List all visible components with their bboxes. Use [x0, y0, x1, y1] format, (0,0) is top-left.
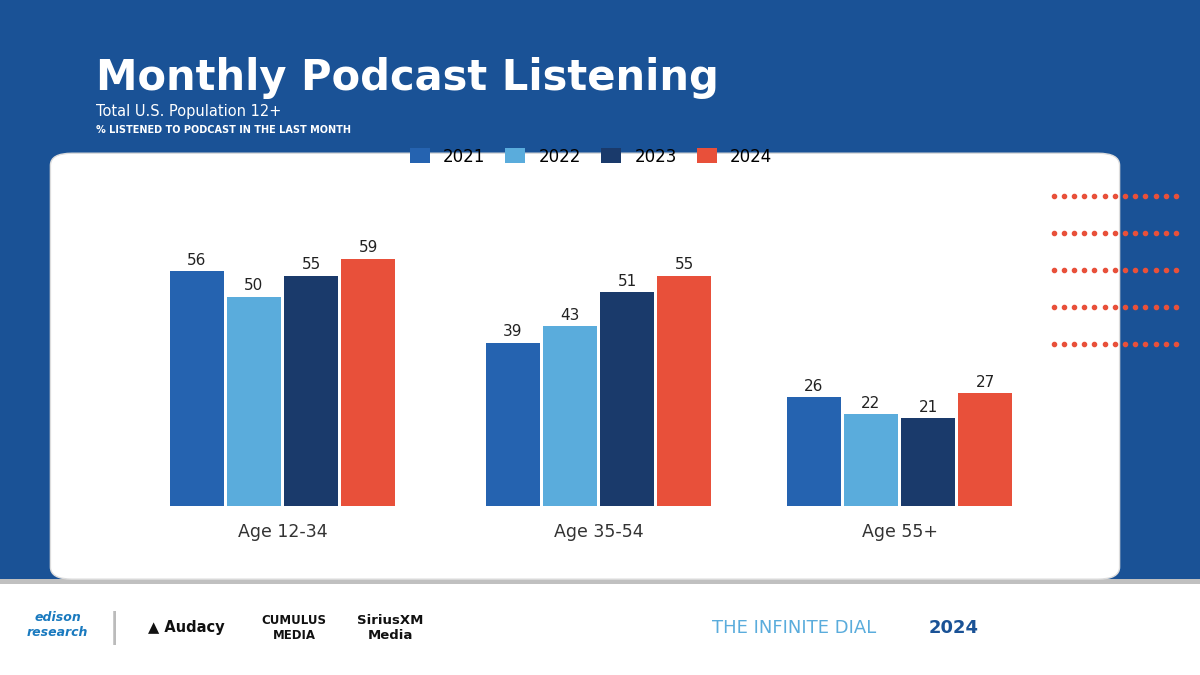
Text: 59: 59	[359, 240, 378, 255]
Text: 50: 50	[245, 278, 264, 293]
FancyBboxPatch shape	[50, 153, 1120, 579]
Text: % LISTENED TO PODCAST IN THE LAST MONTH: % LISTENED TO PODCAST IN THE LAST MONTH	[96, 125, 352, 134]
Bar	[787, 397, 841, 506]
Bar	[600, 292, 654, 506]
Text: edison
research: edison research	[26, 611, 89, 639]
Text: |: |	[108, 611, 120, 645]
Legend: 2021, 2022, 2023, 2024: 2021, 2022, 2023, 2024	[409, 148, 773, 165]
Bar	[542, 326, 598, 506]
Text: ▲ Audacy: ▲ Audacy	[148, 620, 224, 635]
Text: Monthly Podcast Listening: Monthly Podcast Listening	[96, 57, 719, 99]
Text: Total U.S. Population 12+: Total U.S. Population 12+	[96, 104, 281, 119]
Text: 51: 51	[618, 274, 637, 289]
Text: 27: 27	[976, 375, 995, 389]
Bar	[0, 584, 1200, 675]
Bar	[486, 343, 540, 506]
Text: SiriusXM
Media: SiriusXM Media	[356, 614, 424, 642]
Bar	[227, 296, 281, 506]
Bar	[169, 271, 223, 506]
Bar	[284, 275, 338, 506]
Text: 43: 43	[560, 308, 580, 323]
Bar	[844, 414, 898, 506]
Text: 39: 39	[503, 324, 522, 340]
Text: 21: 21	[918, 400, 937, 415]
Text: 56: 56	[187, 253, 206, 268]
Bar	[0, 579, 1200, 584]
Text: THE INFINITE DIAL: THE INFINITE DIAL	[712, 618, 882, 637]
Bar	[341, 259, 395, 506]
Text: 22: 22	[862, 396, 881, 410]
Bar	[901, 418, 955, 506]
Bar	[959, 393, 1013, 506]
Text: 26: 26	[804, 379, 823, 394]
Text: 55: 55	[301, 257, 320, 272]
Text: 2024: 2024	[929, 618, 979, 637]
Text: CUMULUS
MEDIA: CUMULUS MEDIA	[262, 614, 326, 642]
Bar	[658, 275, 712, 506]
Text: 55: 55	[674, 257, 694, 272]
